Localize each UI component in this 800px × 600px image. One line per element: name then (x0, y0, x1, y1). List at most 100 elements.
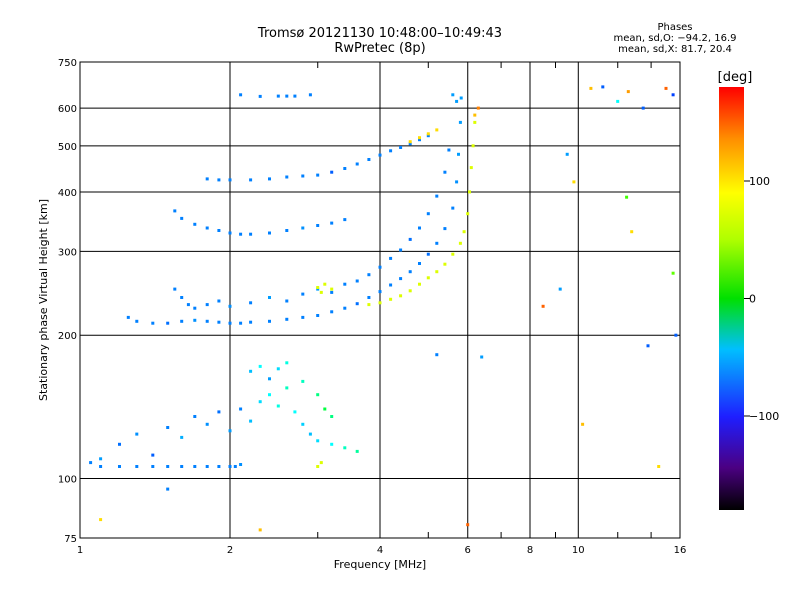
scatter-point (217, 229, 221, 232)
colorbar-label: [deg] (718, 70, 753, 85)
scatter-point (193, 318, 197, 322)
scatter-point (249, 320, 253, 324)
scatter-point (228, 321, 232, 325)
scatter-point (233, 465, 237, 468)
scatter-point (581, 422, 585, 426)
y-tick-label: 300 (58, 247, 77, 258)
scatter-point (258, 94, 262, 98)
scatter-point (399, 146, 403, 149)
scatter-point (389, 149, 393, 153)
scatter-point (239, 463, 243, 466)
y-tick-label: 200 (58, 331, 77, 342)
scatter-point (316, 173, 320, 177)
scatter-point (408, 140, 412, 144)
scatter-point (135, 432, 139, 436)
scatter-point (173, 287, 177, 291)
scatter-point (458, 241, 462, 245)
scatter-point (217, 178, 221, 182)
y-tick-label: 75 (64, 534, 77, 545)
colorbar-gradient (719, 87, 744, 510)
scatter-point (435, 241, 439, 245)
scatter-point (193, 465, 197, 468)
scatter-point (180, 216, 184, 220)
scatter-point (399, 277, 403, 281)
scatter-point (408, 270, 412, 274)
scatter-point (99, 518, 103, 522)
scatter-point (330, 287, 334, 291)
scatter-point (418, 282, 421, 286)
scatter-point (355, 162, 359, 166)
chart-title: Tromsø 20121130 10:48:00–10:49:43 (257, 26, 503, 41)
scatter-point (268, 393, 271, 397)
scatter-point (239, 321, 243, 325)
scatter-point (426, 276, 430, 280)
x-tick-label: 16 (674, 545, 687, 556)
scatter-point (249, 232, 253, 236)
scatter-point (355, 449, 359, 453)
scatter-point (205, 177, 209, 181)
scatter-point (601, 85, 605, 89)
scatter-point (249, 369, 253, 373)
scatter-point (469, 166, 473, 170)
scatter-point (451, 93, 455, 97)
scatter-point (443, 227, 447, 231)
scatter-point (330, 442, 334, 446)
scatter-point (443, 170, 447, 174)
scatter-point (180, 435, 184, 439)
scatter-point (151, 465, 155, 468)
scatter-point (589, 86, 593, 90)
scatter-point (473, 120, 477, 124)
scatter-point (217, 320, 221, 324)
scatter-point (249, 301, 253, 305)
colorbar-tick-label: 100 (749, 175, 770, 188)
scatter-point (447, 148, 451, 152)
scatter-point (399, 248, 403, 252)
colorbar-ticks: 100 0 −100 (744, 175, 779, 423)
scatter-point (664, 86, 668, 90)
scatter-point (626, 90, 630, 94)
phase-stats-title: Phases (657, 22, 693, 33)
scatter-point (330, 310, 334, 314)
scatter-point (389, 283, 393, 287)
plot-frame (79, 61, 681, 539)
scatter-point (319, 461, 323, 465)
x-tick-label: 1 (77, 545, 83, 556)
scatter-point (408, 237, 412, 241)
scatter-point (330, 290, 334, 294)
scatter-point (285, 317, 289, 321)
scatter-point (301, 174, 305, 178)
scatter-point (301, 315, 305, 319)
y-tick-label: 600 (58, 104, 77, 115)
x-tick-label: 8 (527, 545, 533, 556)
scatter-point (205, 226, 209, 230)
scatter-point (166, 487, 170, 491)
scatter-point (249, 419, 253, 423)
scatter-point (268, 319, 271, 323)
scatter-point (276, 94, 280, 98)
scatter-point (323, 282, 327, 286)
scatter-point (443, 262, 447, 266)
scatter-point (151, 453, 155, 457)
scatter-point (435, 194, 439, 198)
scatter-point (135, 319, 139, 323)
x-tick-label: 4 (377, 545, 383, 556)
scatter-point (258, 364, 262, 368)
scatter-point (455, 180, 459, 184)
colorbar-tick-label: −100 (749, 410, 779, 423)
phase-stats-x: mean, sd,X: 81.7, 20.4 (618, 44, 732, 55)
scatter-point (451, 252, 455, 256)
scatter-point (135, 465, 139, 468)
scatter-point (426, 134, 430, 138)
scatter-point (239, 232, 243, 236)
scatter-point (239, 407, 243, 411)
scatter-point (462, 230, 466, 234)
scatter-point (193, 306, 197, 310)
scatter-point (258, 528, 262, 532)
scatter-point (99, 465, 103, 468)
scatter-point (646, 344, 650, 348)
scatter-point (426, 252, 430, 256)
scatter-point (480, 355, 484, 359)
y-tick-labels: 75 100 200 300 400 500 600 750 (58, 58, 77, 545)
scatter-point (389, 256, 393, 260)
